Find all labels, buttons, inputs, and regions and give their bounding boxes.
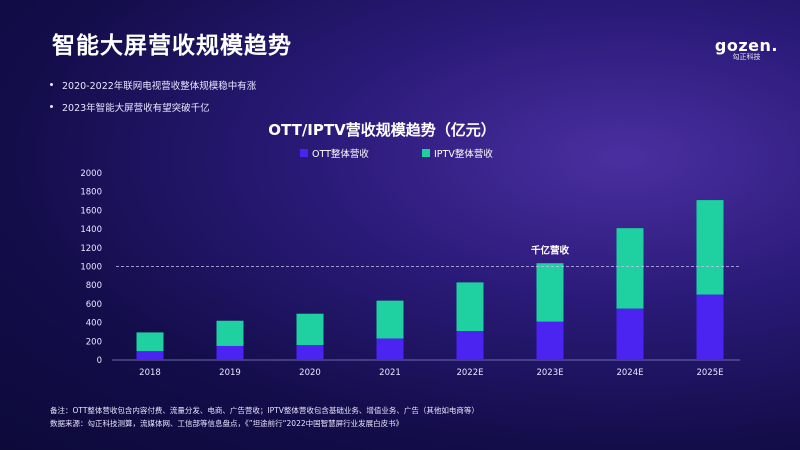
bar-ott — [696, 294, 724, 360]
bar-ott — [456, 331, 484, 360]
chart-legend: OTT整体营收 IPTV整体营收 — [300, 148, 493, 160]
y-tick-label: 1400 — [80, 225, 102, 235]
bar-ott — [616, 308, 644, 360]
bullet-item: 2020-2022年联网电视营收整体规模稳中有涨 — [50, 78, 256, 92]
y-tick-label: 0 — [97, 356, 102, 366]
bar-iptv — [696, 200, 724, 295]
logo-subtitle: 勾正科技 — [732, 53, 761, 61]
x-tick-label: 2020 — [299, 368, 321, 378]
bar-ott — [536, 321, 564, 360]
x-axis: 2018 2019 2020 2021 2022E 2023E 2024E 2025E — [112, 359, 740, 378]
gozen-logo: gozen. 勾正科技 — [715, 38, 778, 62]
note-source: 数据来源：勾正科技测算，流媒体网、工信部等信息盘点，《”坦途前行“2022中国智… — [50, 419, 404, 428]
y-tick-label: 2000 — [80, 169, 102, 179]
bar-iptv — [136, 332, 164, 352]
y-tick-label: 1600 — [80, 206, 102, 216]
bar-ott — [136, 351, 164, 360]
bullet-item: 2023年智能大屏营收有望突破千亿 — [50, 100, 256, 114]
legend-swatch-ott — [300, 149, 308, 157]
bar-iptv — [536, 263, 564, 322]
bar-iptv — [376, 300, 404, 339]
bar-iptv — [616, 228, 644, 309]
y-tick-label: 600 — [86, 300, 102, 310]
y-tick-label: 200 — [86, 337, 102, 347]
x-tick-label: 2019 — [219, 368, 241, 378]
page-title: 智能大屏营收规模趋势 — [52, 33, 292, 59]
y-axis: 0 200 400 600 800 1000 1200 1400 1600 1800 2000 — [80, 169, 102, 366]
legend-label-iptv: IPTV整体营收 — [434, 148, 493, 160]
bar-iptv — [456, 282, 484, 332]
x-tick-label: 2023E — [536, 368, 563, 378]
bar-ott — [216, 345, 244, 360]
bar-iptv — [216, 320, 244, 346]
y-tick-label: 400 — [86, 319, 102, 329]
y-tick-label: 1000 — [80, 263, 102, 273]
bullet-list: 2020-2022年联网电视营收整体规模稳中有涨 2023年智能大屏营收有望突破… — [50, 78, 256, 122]
bar-series — [136, 200, 724, 360]
bar-iptv — [296, 313, 324, 346]
legend-swatch-iptv — [422, 149, 430, 157]
note-remark: 备注：OTT整体营收包含内容付费、流量分发、电商、广告营收；IPTV整体营收包含… — [50, 406, 479, 415]
x-tick-label: 2021 — [379, 368, 401, 378]
y-tick-label: 800 — [86, 281, 102, 291]
legend-label-ott: OTT整体营收 — [312, 148, 369, 160]
chart-title: OTT/IPTV营收规模趋势（亿元） — [268, 121, 495, 139]
bar-ott — [376, 338, 404, 360]
y-tick-label: 1200 — [80, 244, 102, 254]
x-tick-label: 2025E — [696, 368, 723, 378]
bar-ott — [296, 345, 324, 360]
y-tick-label: 1800 — [80, 188, 102, 198]
x-tick-label: 2018 — [139, 368, 161, 378]
x-tick-label: 2022E — [456, 368, 483, 378]
logo-brand: gozen. — [714, 36, 778, 55]
reference-line-group: 千亿营收 — [116, 245, 740, 267]
x-tick-label: 2024E — [616, 368, 643, 378]
reference-line-label: 千亿营收 — [531, 245, 570, 257]
chart-notes: 备注：OTT整体营收包含内容付费、流量分发、电商、广告营收；IPTV整体营收包含… — [50, 404, 479, 430]
